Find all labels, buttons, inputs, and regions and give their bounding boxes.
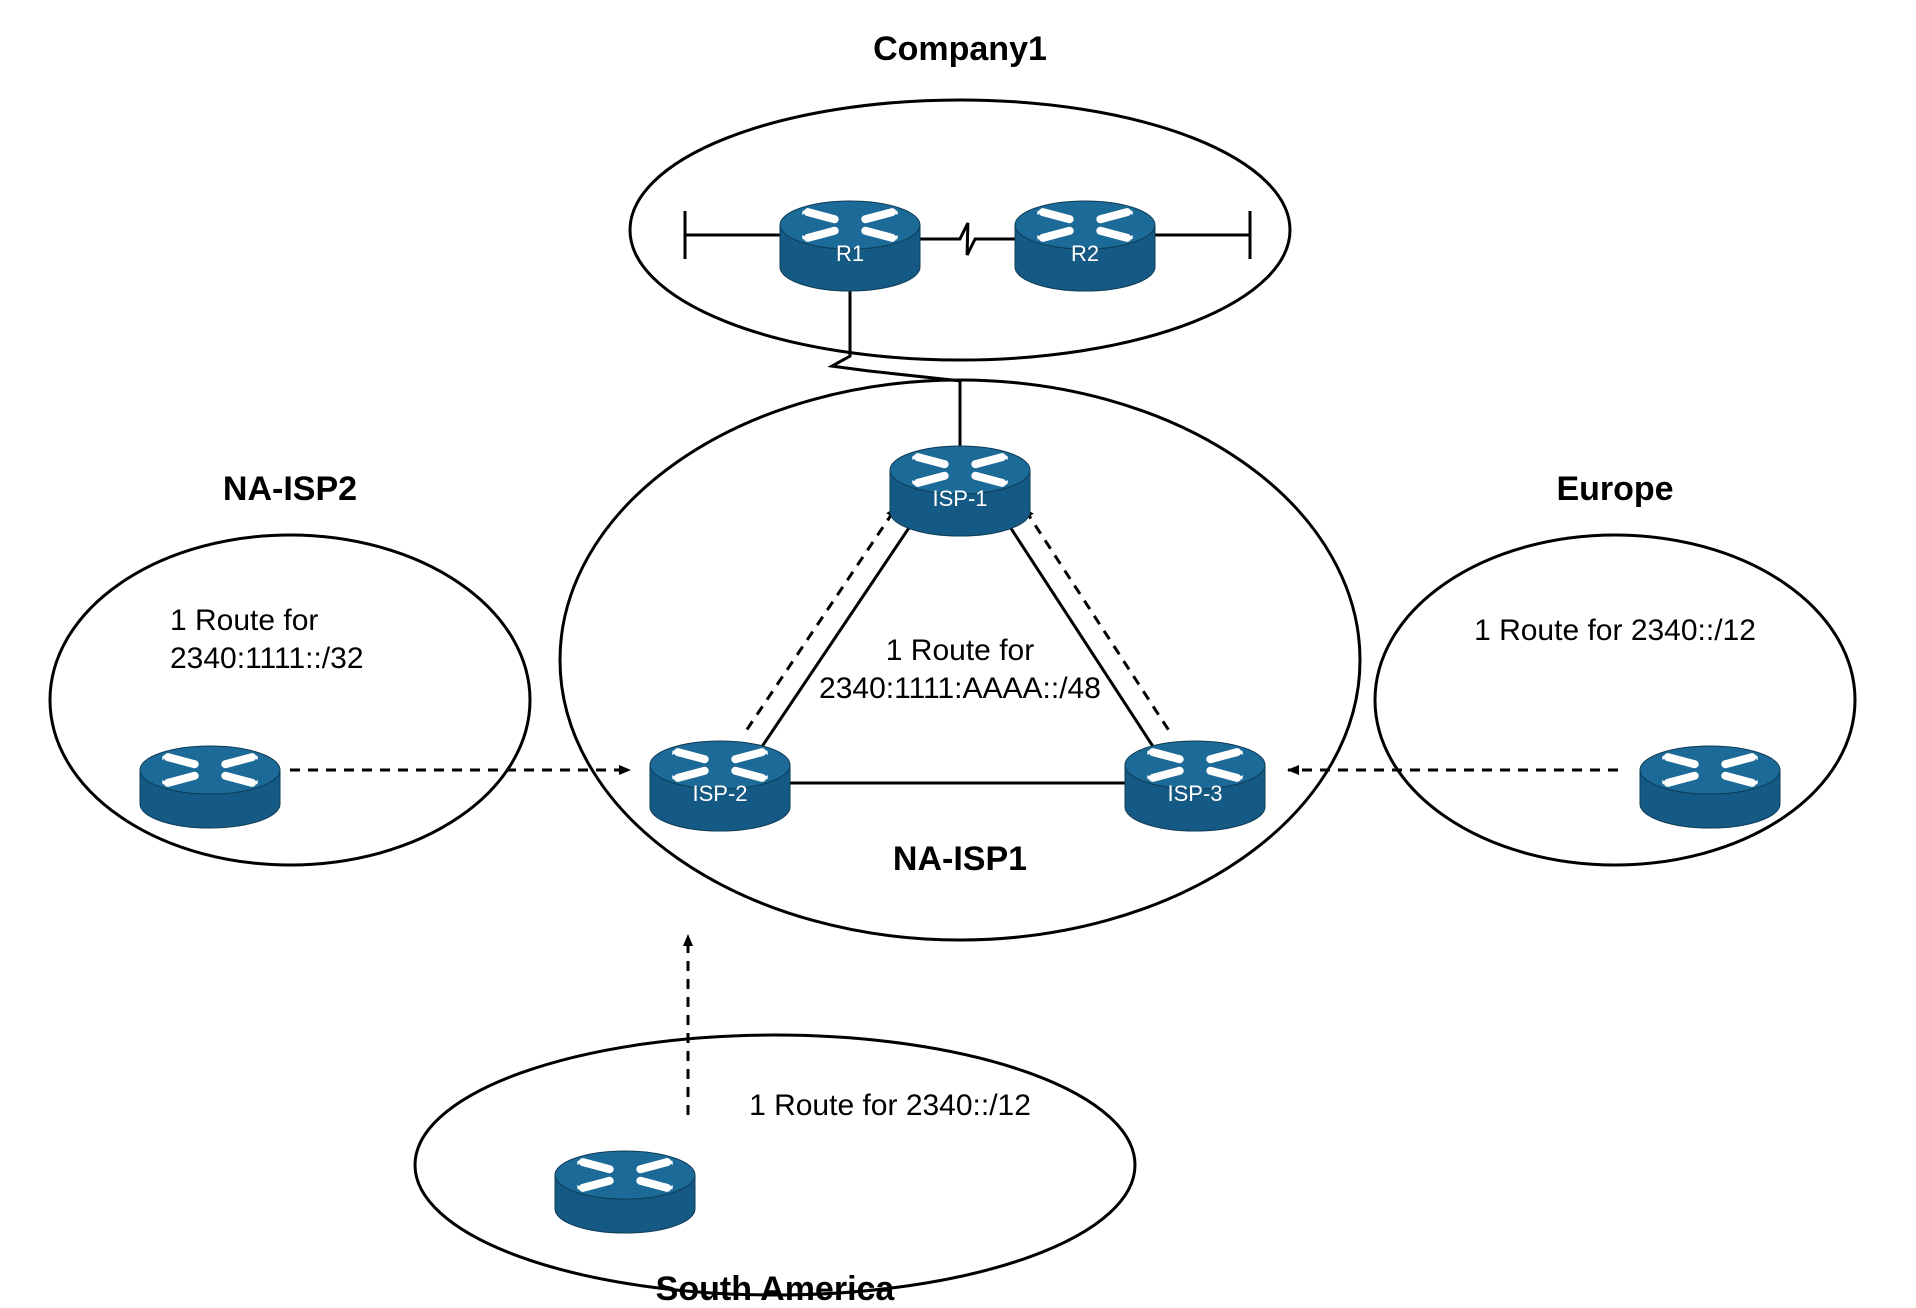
route-naIsp2-line1: 1 Route for bbox=[170, 604, 318, 637]
router-label-isp1: ISP-1 bbox=[932, 486, 987, 511]
router-saRouter bbox=[555, 1151, 695, 1233]
router-label-r1: R1 bbox=[836, 241, 864, 266]
region-label-southAmerica: South America bbox=[656, 1270, 896, 1308]
edge-isp1-isp3 bbox=[999, 509, 1157, 752]
region-company1 bbox=[630, 100, 1290, 360]
region-europe bbox=[1375, 535, 1855, 865]
route-naIsp1-line1: 1 Route for bbox=[886, 634, 1034, 667]
router-isp3: ISP-3 bbox=[1125, 741, 1265, 831]
router-r1: R1 bbox=[780, 201, 920, 291]
router-europeRouter bbox=[1640, 746, 1780, 828]
router-isp1: ISP-1 bbox=[890, 446, 1030, 536]
serial-r1-isp1 bbox=[832, 291, 960, 446]
router-label-isp3: ISP-3 bbox=[1167, 781, 1222, 806]
region-label-naIsp1: NA-ISP1 bbox=[893, 840, 1027, 878]
router-isp2: ISP-2 bbox=[650, 741, 790, 831]
route-naIsp1-line2: 2340:1111:AAAA::/48 bbox=[819, 672, 1101, 705]
router-label-r2: R2 bbox=[1071, 241, 1099, 266]
router-r2: R2 bbox=[1015, 201, 1155, 291]
route-sa: 1 Route for 2340::/12 bbox=[749, 1089, 1031, 1122]
region-naIsp2 bbox=[50, 535, 530, 865]
serial-r1-r2 bbox=[920, 223, 1015, 255]
edge-isp1-isp2 bbox=[759, 509, 922, 752]
router-naIsp2router bbox=[140, 746, 280, 828]
route-europe: 1 Route for 2340::/12 bbox=[1474, 614, 1756, 647]
region-label-naIsp2: NA-ISP2 bbox=[223, 470, 357, 508]
region-southAmerica bbox=[415, 1035, 1135, 1295]
route-naIsp2-line2: 2340:1111::/32 bbox=[170, 642, 364, 675]
router-label-isp2: ISP-2 bbox=[692, 781, 747, 806]
region-label-europe: Europe bbox=[1556, 470, 1673, 508]
region-label-company1: Company1 bbox=[873, 30, 1047, 68]
